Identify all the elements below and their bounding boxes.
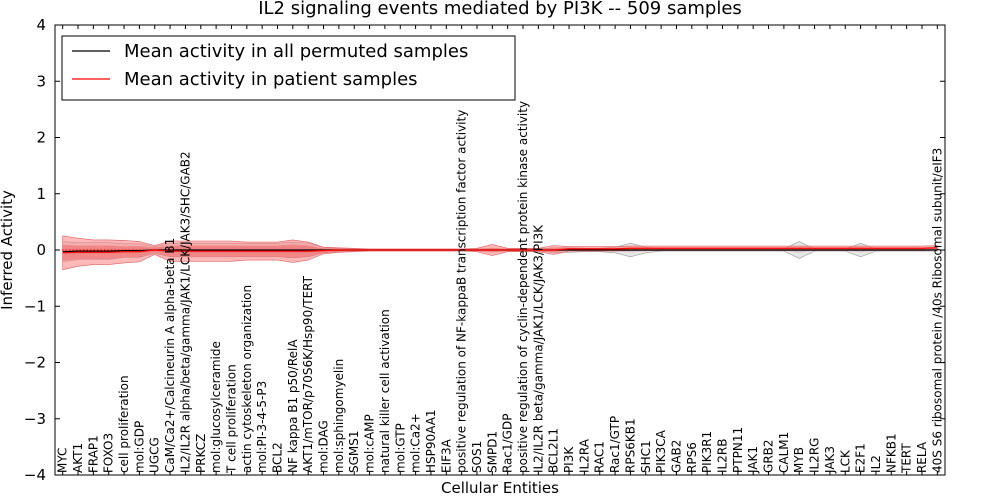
y-tick-label: −1 [24,297,46,315]
y-tick-label: 2 [36,129,46,147]
x-category-label: mol:Ca2+ [409,413,423,473]
x-category-label: E2F1 [854,443,868,473]
chart-title: IL2 signaling events mediated by PI3K --… [258,0,742,19]
x-category-label: mol:DAG [317,420,331,473]
x-category-label: positive regulation of cyclin-dependent … [516,101,530,473]
x-category-label: mol:sphingomyelin [332,359,346,473]
y-tick-label: 0 [36,241,46,259]
x-category-label: AKT1 [71,443,85,473]
legend-box [61,35,516,101]
x-category-label: actin cytoskeleton organization [240,285,254,473]
y-tick-label: −2 [24,354,46,372]
x-category-label: JAK1 [746,446,760,474]
x-category-label: PI3K [562,446,576,473]
x-category-label: GRB2 [762,439,776,473]
x-category-label: positive regulation of NF-kappaB transcr… [455,110,469,473]
x-category-label: NF kappa B1 p50/RelA [286,339,300,473]
x-category-label: RPS6KB1 [623,418,637,473]
x-category-label: NFKB1 [884,433,898,473]
x-category-label: mol:GTP [393,423,407,473]
x-category-label: RELA [915,441,929,473]
x-category-label: T cell proliferation [225,364,239,474]
legend-label-permuted: Mean activity in all permuted samples [124,41,468,62]
x-category-label: UGCG [148,437,162,473]
x-category-label: SMPD1 [485,431,499,473]
y-tick-label: 3 [36,72,46,90]
x-category-label: BCL2 [271,442,285,473]
series-line-patient [62,247,938,254]
x-category-label: natural killer cell activation [378,309,392,473]
y-tick-label: 4 [36,16,46,34]
y-tick-label: −4 [24,466,46,484]
x-axis-label: Cellular Entities [441,479,559,497]
x-axis-category-labels: MYC AKT1 FRAP1 FOXO3 cell proliferation mol:G… [56,101,945,474]
x-category-label: mol:glucosylceramide [209,341,223,473]
x-category-label: FOXO3 [102,433,116,473]
x-category-label: HSP90AA1 [424,409,438,473]
x-category-label: PRKCZ [194,434,208,473]
x-category-label: JAK3 [823,446,837,474]
x-category-label: IL2 [869,455,883,473]
y-tick-label: −3 [24,410,46,428]
x-category-label: PTPN11 [731,427,745,473]
x-category-label: IL2/IL2R beta/gamma/JAK1/LCK/JAK3/PI3K [531,224,545,473]
x-category-label: AKT1/mTOR/p70S6K/Hsp90/TERT [301,275,315,473]
x-category-label: RPS6 [685,442,699,473]
plot-area [54,24,946,476]
y-axis: −4 −3 −2 −1 0 1 2 3 4 [24,16,945,484]
x-category-label: 40S S6 ribosomal protein /40s Ribosomal … [930,148,944,473]
y-axis-label: Inferred Activity [0,190,16,310]
x-category-label: CaM/Ca2+/Calcineurin A alpha-beta B1 [163,238,177,473]
x-category-label: PIK3CA [654,429,668,473]
legend: Mean activity in all permuted samples Me… [61,35,516,101]
x-category-label: IL2RB [716,439,730,473]
x-category-label: CALM1 [777,432,791,473]
x-category-label: PIK3R1 [700,431,714,473]
x-category-label: IL2RG [808,438,822,474]
x-category-label: GAB2 [670,440,684,473]
x-category-label: TERT [900,443,914,474]
x-category-label: Rac1/GDP [501,414,515,473]
x-category-label: mol:GDP [132,421,146,473]
y-tick-label: 1 [36,185,46,203]
x-category-label: FRAP1 [86,435,100,473]
legend-label-patient: Mean activity in patient samples [124,69,418,90]
x-category-label: Rac1/GTP [608,416,622,473]
x-category-label: mol:PI-3-4-5-P3 [255,381,269,473]
x-category-label: IL2RA [577,438,591,473]
x-category-label: IL2/IL2R alpha/beta/gamma/JAK1/LCK/JAK3/… [178,151,192,473]
x-category-label: MYC [56,448,70,473]
x-category-label: mol:cAMP [363,414,377,473]
x-category-label: SHC1 [639,440,653,473]
x-category-label: LCK [838,449,852,473]
x-category-label: SGMS1 [347,430,361,473]
x-category-label: RAC1 [593,441,607,473]
x-category-label: SOS1 [470,441,484,473]
x-category-label: BCL2L1 [547,428,561,473]
x-category-label: EIF3A [439,438,453,473]
x-category-label: MYB [792,447,806,473]
x-category-label: cell proliferation [117,375,131,473]
